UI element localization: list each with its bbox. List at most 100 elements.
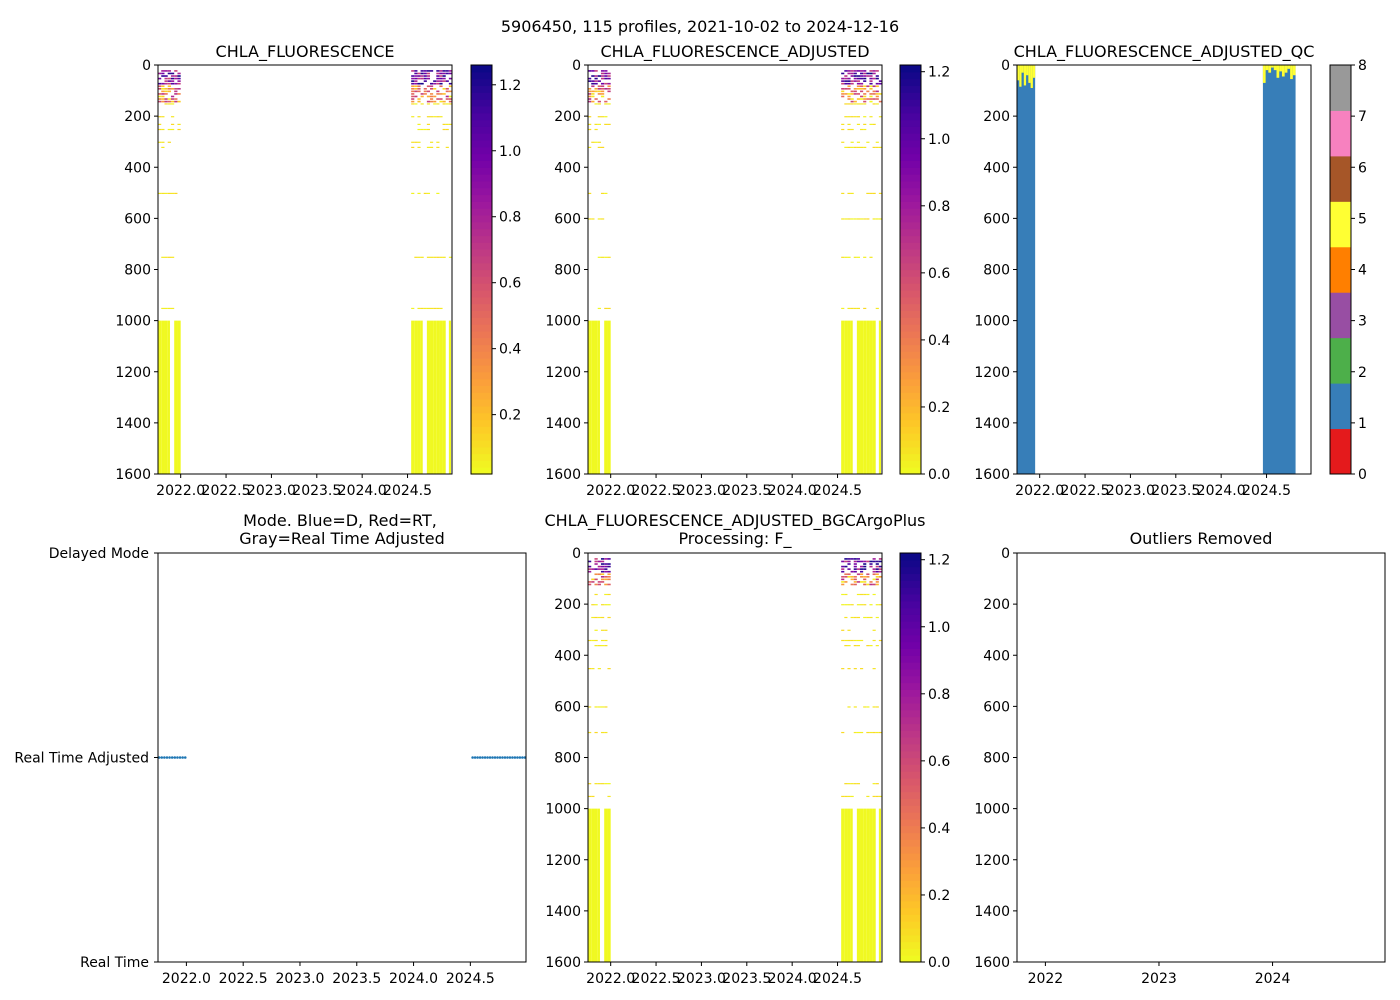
heatmap-cell — [174, 88, 178, 90]
heatmap-cell — [600, 639, 605, 642]
heatmap-cell — [448, 95, 452, 98]
heatmap-cell — [604, 706, 608, 708]
heatmap-cell — [158, 77, 162, 80]
heatmap-cell — [439, 75, 443, 77]
colorbar-segment — [900, 119, 921, 127]
colorbar-segment — [900, 194, 921, 202]
colorbar-segment — [900, 737, 921, 745]
heatmap-cell — [863, 808, 867, 962]
heatmap-cell — [878, 82, 882, 85]
plot-frame — [587, 64, 883, 475]
heatmap-cell — [847, 783, 851, 785]
heatmap-cell — [439, 116, 443, 118]
heatmap-cell — [866, 192, 870, 195]
heatmap-cell — [872, 72, 876, 75]
heatmap-cell — [600, 565, 605, 568]
colorbar-segment — [900, 303, 921, 311]
heatmap-cell — [588, 146, 592, 148]
colorbar-segment — [900, 187, 921, 196]
heatmap-cell — [170, 95, 175, 98]
heatmap-cell — [869, 581, 873, 583]
colorbar-segment — [900, 655, 921, 663]
heatmap-cell — [417, 77, 421, 80]
heatmap-cell — [439, 70, 443, 72]
heatmap-cell — [860, 98, 864, 100]
x-tick-label: 2022.0 — [1015, 483, 1064, 499]
heatmap-cell — [872, 593, 876, 596]
heatmap-cell — [860, 320, 864, 474]
qc-strip — [1284, 65, 1288, 73]
heatmap-cell — [426, 103, 431, 105]
heatmap-cell — [853, 75, 857, 77]
colorbar-segment — [900, 153, 921, 162]
heatmap-cell — [841, 141, 845, 143]
heatmap-cell — [853, 103, 857, 105]
heatmap-cell — [420, 128, 424, 131]
heatmap-cell — [875, 141, 879, 143]
colorbar-segment — [900, 839, 921, 847]
heatmap-cell — [436, 307, 440, 310]
heatmap-cell — [442, 128, 446, 131]
heatmap-cell — [594, 578, 598, 581]
heatmap-cell — [875, 98, 879, 100]
heatmap-cell — [604, 116, 608, 118]
heatmap-cell — [591, 80, 595, 82]
colorbar-segment — [900, 92, 921, 100]
heatmap-cell — [847, 576, 851, 578]
heatmap-cell — [600, 581, 605, 583]
heatmap-cell — [161, 98, 165, 100]
heatmap-cell — [423, 80, 427, 82]
heatmap-cell — [600, 731, 605, 734]
qc-blocks — [1017, 65, 1296, 474]
colorbar-segment — [900, 283, 921, 291]
heatmap-cell — [844, 581, 848, 583]
x-tick-label: 2022.5 — [1061, 483, 1110, 499]
heatmap-cell — [847, 103, 851, 105]
panel-title: Mode. Blue=D, Red=RT, — [243, 511, 437, 530]
heatmap-cell — [847, 668, 851, 670]
y-tick-label: 800 — [554, 263, 581, 279]
heatmap-cell — [872, 795, 876, 798]
heatmap-cell — [853, 90, 857, 93]
mode-point — [471, 756, 474, 759]
heatmap-cell — [417, 320, 421, 474]
heatmap-cell — [414, 72, 418, 75]
colorbar-segment — [900, 174, 921, 182]
qc-colorbar-segment — [1330, 292, 1351, 339]
heatmap-cell — [417, 90, 421, 93]
heatmap-cell — [594, 563, 598, 565]
heatmap-cell — [875, 70, 879, 72]
heatmap-cell — [417, 307, 421, 310]
qc-strip — [1268, 65, 1272, 73]
heatmap-cell — [588, 128, 592, 131]
heatmap-cell — [847, 568, 851, 570]
colorbar-segment — [900, 627, 921, 636]
heatmap-cell — [430, 85, 434, 88]
colorbar-segment — [471, 71, 492, 80]
heatmap-cell — [853, 93, 857, 95]
mode-point — [481, 756, 484, 759]
heatmap-cell — [448, 70, 452, 72]
heatmap-cell — [872, 568, 876, 570]
heatmap-cell — [430, 95, 434, 98]
heatmap-cell — [588, 93, 592, 95]
colorbar-segment — [900, 378, 921, 386]
colorbar-segment — [900, 405, 921, 414]
heatmap-cell — [869, 88, 873, 90]
mode-point — [483, 756, 487, 759]
heatmap-cell — [170, 256, 175, 258]
heatmap-cell — [850, 218, 854, 220]
heatmap-cell — [847, 256, 851, 258]
heatmap-cell — [853, 706, 857, 708]
colorbar: 0.0 0.2 0.4 0.6 0.8 1.0 1.2 — [899, 64, 950, 483]
heatmap-cell — [875, 146, 879, 148]
heatmap-cell — [594, 645, 598, 647]
heatmap-cell — [866, 616, 870, 619]
heatmap-cell — [841, 629, 845, 631]
heatmap-cell — [161, 141, 165, 143]
heatmap-cell — [604, 307, 608, 310]
heatmap-cell — [411, 82, 415, 85]
heatmap-cell — [863, 123, 867, 125]
heatmap-cell — [847, 573, 851, 576]
heatmap-cell — [439, 72, 443, 75]
